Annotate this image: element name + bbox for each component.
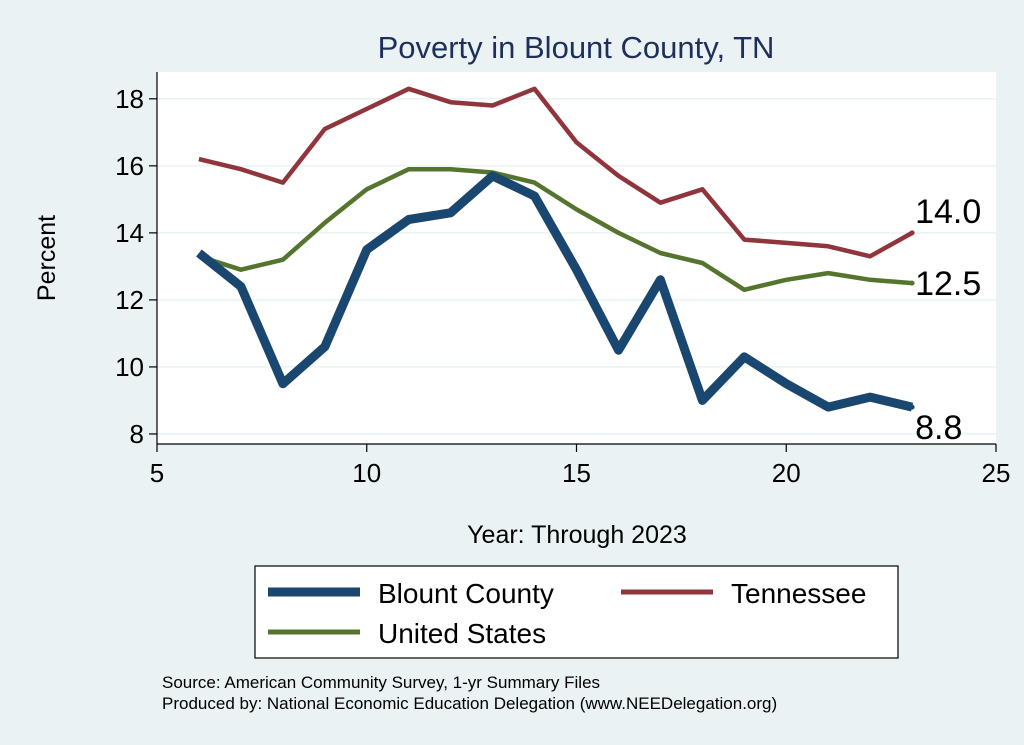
y-tick-label: 14 xyxy=(115,218,144,248)
x-tick-label: 25 xyxy=(982,458,1011,488)
legend: Blount County Tennessee United States xyxy=(254,565,899,659)
series-line-tennessee xyxy=(198,86,914,259)
x-tick-label: 15 xyxy=(562,458,591,488)
legend-label-tennessee: Tennessee xyxy=(731,578,866,609)
series-lines xyxy=(196,86,914,412)
end-labels: 8.8 14.0 12.5 xyxy=(909,193,981,447)
x-tick-label: 5 xyxy=(150,458,164,488)
end-marker xyxy=(909,230,915,236)
y-tick-label: 18 xyxy=(115,84,144,114)
x-tick-label: 10 xyxy=(352,458,381,488)
source-note: Source: American Community Survey, 1-yr … xyxy=(162,673,600,692)
series-line-blount-county xyxy=(196,171,914,412)
chart-title: Poverty in Blount County, TN xyxy=(378,30,775,65)
y-tick-label: 16 xyxy=(115,151,144,181)
end-marker xyxy=(909,404,915,410)
x-axis-ticks: 5 10 15 20 25 xyxy=(150,444,1011,488)
y-axis-ticks: 8 10 12 14 16 18 xyxy=(115,84,157,449)
x-tick-label: 20 xyxy=(772,458,801,488)
end-marker xyxy=(909,280,915,286)
end-label-blount-county: 8.8 xyxy=(915,409,962,447)
y-axis-label: Percent xyxy=(33,215,61,301)
y-tick-label: 12 xyxy=(115,285,144,315)
y-tick-label: 10 xyxy=(115,352,144,382)
legend-label-united-states: United States xyxy=(378,618,546,649)
end-label-united-states: 12.5 xyxy=(915,265,981,303)
end-label-tennessee: 14.0 xyxy=(915,193,981,231)
legend-label-blount-county: Blount County xyxy=(378,578,554,609)
produced-by-note: Produced by: National Economic Education… xyxy=(162,694,777,713)
legend-box xyxy=(254,565,899,659)
plot-background xyxy=(157,72,996,444)
x-axis-label: Year: Through 2023 xyxy=(467,521,687,549)
y-tick-label: 8 xyxy=(130,419,144,449)
series-line-united-states xyxy=(198,166,913,293)
plot-area xyxy=(157,72,996,444)
